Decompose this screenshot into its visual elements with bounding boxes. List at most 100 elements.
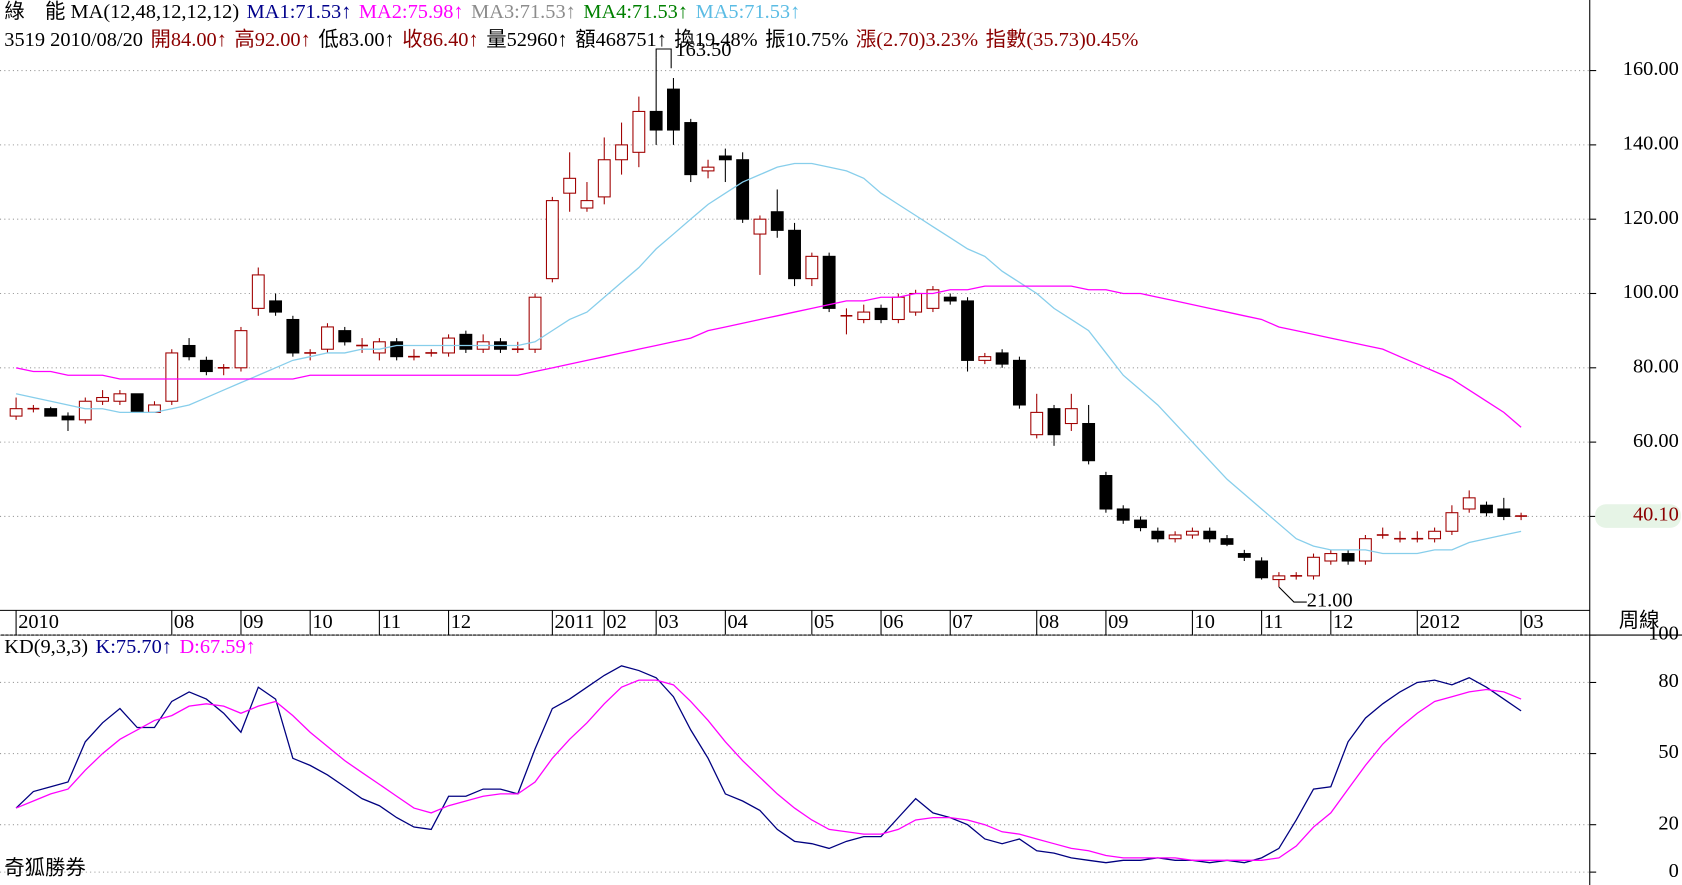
x-tick-label: 2011 <box>555 611 595 633</box>
x-tick-label: 11 <box>1264 611 1284 633</box>
candle-body <box>736 159 750 220</box>
candle-body <box>1012 359 1026 406</box>
header-item: 指數(35.73)0.45% <box>986 27 1139 50</box>
candle-body <box>891 296 905 321</box>
candle-body <box>1151 530 1165 540</box>
header-item: MA3:71.53↑ <box>471 1 576 23</box>
candle-body <box>459 333 473 350</box>
annotation-leader <box>1278 586 1307 603</box>
candle-body <box>182 344 196 358</box>
header-item: K:75.70↑ <box>96 636 172 658</box>
x-tick-label: 04 <box>727 611 747 633</box>
x-tick-label: 08 <box>174 611 194 633</box>
candle-body <box>615 144 628 161</box>
y-tick-label: 50 <box>1658 741 1678 763</box>
y-tick-label: 160.00 <box>1623 58 1679 80</box>
candle-body <box>269 300 283 313</box>
y-tick-label: 100.00 <box>1623 281 1679 303</box>
x-tick-label: 03 <box>658 611 678 633</box>
candle-body <box>1116 508 1130 521</box>
candle-body <box>632 110 646 153</box>
candle-body <box>874 307 888 321</box>
candle-body <box>199 359 213 373</box>
header-item: 振10.75% <box>765 27 848 50</box>
x-tick-label: 03 <box>1523 611 1543 633</box>
candle-body <box>545 200 559 280</box>
candle-body <box>770 211 784 231</box>
candle-body <box>78 400 92 421</box>
header-item: D:67.59↑ <box>179 636 255 658</box>
x-tick-label: 12 <box>451 611 471 633</box>
candle-body <box>1341 553 1355 562</box>
header-item: MA5:71.53↑ <box>696 1 801 23</box>
candle-body <box>667 88 680 131</box>
candle-body <box>44 408 58 417</box>
header-item: 開84.00↑ <box>150 28 226 50</box>
header-item: MA1:71.53↑ <box>247 1 352 23</box>
x-tick-label: 2010 <box>18 611 59 633</box>
candle-body <box>113 393 127 402</box>
candle-body <box>1030 411 1044 436</box>
candle-body <box>701 166 715 172</box>
header-line: KD(9,3,3) K:75.70↑ D:67.59↑ <box>4 636 256 658</box>
x-axis-label: 周線 <box>1619 609 1660 632</box>
candle-body <box>805 255 819 280</box>
candle-body <box>943 296 957 302</box>
candle-body <box>788 229 801 280</box>
candle-body <box>1445 512 1459 532</box>
candle-body <box>580 200 594 209</box>
series-line <box>15 285 1522 428</box>
candle-body <box>978 356 992 361</box>
x-tick-label: 09 <box>1108 611 1128 633</box>
y-tick-label: 100 <box>1648 623 1679 645</box>
low-annotation: 21.00 <box>1307 590 1353 612</box>
candle-body <box>1237 553 1251 558</box>
header-line: 3519 2010/08/20 開84.00↑ 高92.00↑ 低83.00↑ 收86.… <box>4 27 1138 50</box>
last-price-box <box>1595 504 1681 528</box>
y-tick-label: 140.00 <box>1623 133 1679 155</box>
header-item: 收86.40↑ <box>402 27 478 50</box>
header-item: 額468751↑ <box>575 27 667 50</box>
x-tick-label: 05 <box>814 611 834 633</box>
annotation-leader <box>655 48 672 69</box>
series-line <box>15 665 1522 864</box>
x-tick-label: 08 <box>1039 611 1059 633</box>
candle-body <box>96 396 110 402</box>
y-tick-label: 0 <box>1669 860 1679 882</box>
x-tick-label: 06 <box>883 611 903 633</box>
high-annotation: 163.50 <box>675 39 731 61</box>
candle-body <box>1168 534 1182 540</box>
candle-body <box>234 330 248 369</box>
header-line: 綠 能 MA(12,48,12,12,12) MA1:71.53↑ MA2:75.9… <box>4 0 800 23</box>
candle-body <box>909 292 923 313</box>
candle-body <box>1428 530 1442 540</box>
y-tick-label: 60.00 <box>1633 430 1679 452</box>
candle-body <box>1082 422 1096 462</box>
candle-body <box>251 274 265 309</box>
candle-body <box>1099 475 1113 510</box>
candle-body <box>165 352 179 402</box>
candle-body <box>1203 530 1217 540</box>
candle-body <box>597 159 611 198</box>
candle-body <box>338 330 352 343</box>
footer: 奇狐勝券 <box>4 857 86 880</box>
candle-body <box>1134 519 1147 529</box>
x-tick-label: 10 <box>312 611 332 633</box>
candle-body <box>1185 530 1199 536</box>
candle-body <box>1064 408 1078 425</box>
header-item: 量52960↑ <box>486 28 568 50</box>
header-item: KD(9,3,3) <box>4 636 88 658</box>
candle-body <box>1272 575 1286 581</box>
candle-body <box>372 341 386 354</box>
candle-body <box>684 122 698 176</box>
candle-body <box>61 415 75 421</box>
header-item: 漲(2.70)3.23% <box>856 27 978 50</box>
y-tick-label: 120.00 <box>1623 207 1679 229</box>
candle-body <box>1255 560 1269 579</box>
x-tick-label: 11 <box>382 611 402 633</box>
x-tick-label: 02 <box>606 611 626 633</box>
last-price-label: 40.10 <box>1633 504 1679 526</box>
y-tick-label: 80.00 <box>1633 355 1679 377</box>
